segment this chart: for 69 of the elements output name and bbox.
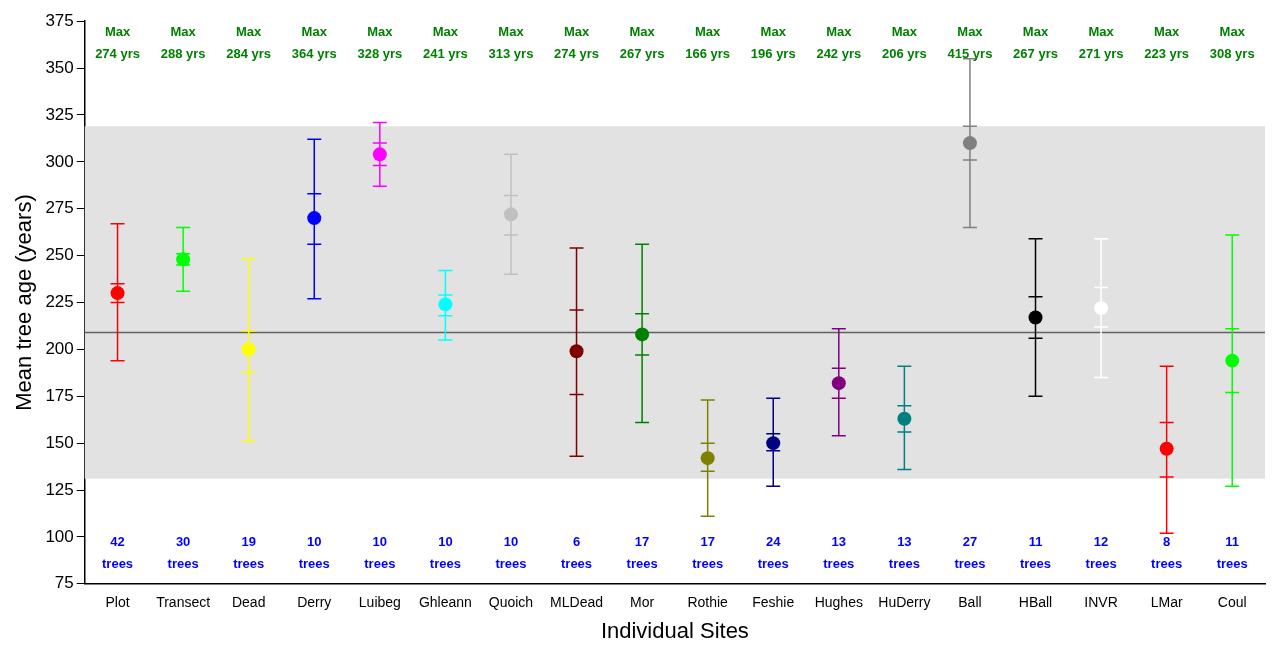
annotation: Max 241 yrs <box>422 23 468 61</box>
annotation: 17 trees <box>692 534 724 572</box>
annotation: 13 trees <box>888 534 920 572</box>
annotation: Max 308 yrs <box>1209 23 1255 61</box>
x-tick-label: Coul <box>1217 594 1247 611</box>
annotation: 10 trees <box>298 534 330 572</box>
x-tick-label: Ghleann <box>418 594 472 611</box>
annotation: Max 274 yrs <box>95 23 140 61</box>
annotation: 30 trees <box>167 534 199 572</box>
annotation: 12 trees <box>1085 534 1117 572</box>
y-tick-label: 350 <box>45 57 74 77</box>
y-tick-label: 300 <box>45 151 74 171</box>
x-tick-label: Rothie <box>687 594 729 611</box>
annotation: Max 166 yrs <box>685 23 731 61</box>
annotation: 17 trees <box>626 534 658 572</box>
annotation: 42 trees <box>102 534 134 572</box>
x-tick-label: LMar <box>1150 594 1183 611</box>
annotation: 11 trees <box>1216 534 1248 572</box>
x-tick-label: Feshie <box>752 594 795 611</box>
x-tick-label: Dead <box>231 594 266 611</box>
x-axis-title: Individual Sites <box>600 617 749 643</box>
annotation: Max 242 yrs <box>816 23 862 61</box>
annotation: Max 364 yrs <box>291 23 337 61</box>
annotation: 10 trees <box>429 534 461 572</box>
x-tick-label: Mor <box>630 594 655 611</box>
annotation: Max 267 yrs <box>1013 23 1058 61</box>
x-tick-label: HuDerry <box>878 594 931 611</box>
x-tick-label: MLDead <box>550 594 603 611</box>
y-tick-label: 175 <box>45 385 74 405</box>
y-tick-label: 200 <box>45 339 74 359</box>
annotation: 19 trees <box>233 534 265 572</box>
annotation: Max 415 yrs <box>947 23 993 61</box>
annotation: Max 274 yrs <box>554 23 599 61</box>
annotation: 10 trees <box>495 534 527 572</box>
y-tick-label: 375 <box>45 10 74 30</box>
annotation: Max 267 yrs <box>619 23 665 61</box>
x-tick-label: Luibeg <box>358 594 401 611</box>
y-tick-label: 100 <box>45 526 74 546</box>
annotation: Max 206 yrs <box>881 23 927 61</box>
y-tick-label: 125 <box>45 479 74 499</box>
annotation: Max 288 yrs <box>160 23 206 61</box>
y-tick-label: 250 <box>45 245 74 265</box>
annotation: 11 trees <box>1019 534 1052 572</box>
annotation: 10 trees <box>364 534 396 572</box>
y-tick-label: 75 <box>54 573 74 593</box>
y-tick-label: 150 <box>45 432 74 452</box>
annotation: Max 284 yrs <box>226 23 272 61</box>
annotation: Max 223 yrs <box>1144 23 1190 61</box>
y-tick-label: 225 <box>45 292 74 312</box>
x-tick-label: INVR <box>1084 594 1118 611</box>
y-axis-title: Mean tree age (years) <box>11 194 37 411</box>
x-tick-label: Plot <box>105 594 130 611</box>
x-tick-label: Quoich <box>488 594 534 611</box>
x-tick-label: Transect <box>156 594 211 611</box>
annotation: 6 trees <box>560 534 593 572</box>
y-tick-label: 325 <box>45 104 74 124</box>
x-tick-label: Ball <box>958 594 982 611</box>
annotation: Max 313 yrs <box>488 23 534 61</box>
annotation: Max 328 yrs <box>357 23 403 61</box>
annotation: 24 trees <box>757 534 789 572</box>
annotation: 27 trees <box>954 534 986 572</box>
annotation: 13 trees <box>823 534 855 572</box>
x-tick-label: Derry <box>297 594 332 611</box>
annotation: Max 271 yrs <box>1078 23 1124 61</box>
x-tick-label: HBall <box>1018 594 1053 611</box>
annotation: Max 196 yrs <box>750 23 796 61</box>
annotation: 8 trees <box>1151 534 1183 572</box>
y-tick-label: 275 <box>45 198 74 218</box>
x-tick-label: Hughes <box>814 594 863 611</box>
